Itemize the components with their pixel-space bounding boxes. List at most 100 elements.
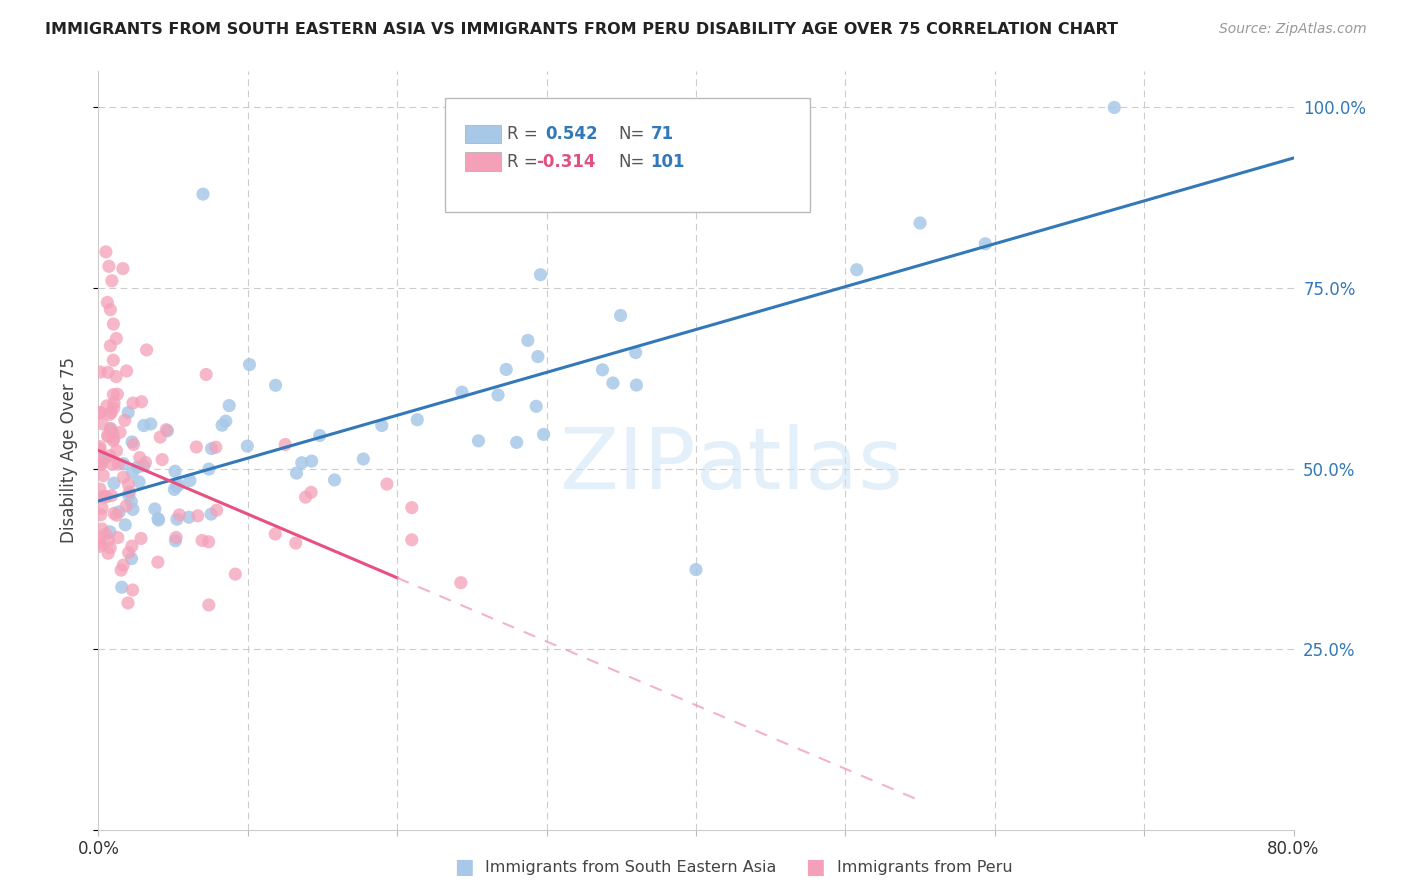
Point: [91, 501, 114, 516]
Point: [100, 405, 122, 419]
Point: [211, 418, 233, 433]
Point: [205, 503, 228, 517]
Point: [486, 388, 509, 402]
Point: [191, 187, 214, 202]
Point: [186, 440, 208, 454]
Point: [89, 440, 111, 454]
Point: [626, 378, 648, 392]
Point: [107, 457, 129, 471]
Point: [187, 508, 209, 523]
Point: [845, 262, 868, 277]
Point: [146, 555, 169, 569]
Point: [274, 437, 297, 451]
Point: [163, 464, 186, 478]
Point: [291, 456, 314, 470]
Point: [89, 406, 111, 420]
Point: [114, 413, 136, 427]
Point: [97, 365, 120, 379]
Point: [94, 527, 117, 541]
Point: [495, 362, 517, 376]
Point: [120, 494, 142, 508]
Point: [294, 490, 316, 504]
Point: [89, 536, 111, 550]
Point: [200, 442, 222, 456]
Point: [100, 422, 122, 436]
Point: [169, 508, 191, 522]
Point: [118, 546, 141, 560]
Point: [323, 473, 346, 487]
Point: [105, 332, 128, 346]
Point: [467, 434, 489, 448]
Point: [135, 343, 157, 357]
Point: [108, 425, 131, 440]
Point: [89, 530, 111, 544]
Text: IMMIGRANTS FROM SOUTH EASTERN ASIA VS IMMIGRANTS FROM PERU DISABILITY AGE OVER 7: IMMIGRANTS FROM SOUTH EASTERN ASIA VS IM…: [45, 22, 1118, 37]
Point: [89, 482, 111, 496]
Point: [89, 442, 111, 457]
Point: [197, 534, 219, 549]
Text: R =: R =: [508, 125, 538, 144]
Point: [89, 405, 111, 419]
FancyBboxPatch shape: [465, 153, 501, 170]
Point: [94, 244, 117, 259]
Point: [105, 369, 128, 384]
Point: [96, 428, 118, 442]
Point: [179, 474, 201, 488]
Point: [236, 439, 259, 453]
Point: [112, 457, 135, 471]
Point: [91, 522, 114, 536]
Point: [96, 295, 118, 310]
Point: [527, 350, 550, 364]
Point: [94, 490, 117, 504]
Point: [108, 505, 131, 519]
Point: [103, 387, 125, 401]
Point: [401, 500, 423, 515]
Point: [284, 536, 307, 550]
Point: [100, 422, 122, 436]
Text: 71: 71: [651, 125, 673, 144]
Point: [191, 533, 214, 548]
Text: R =: R =: [508, 153, 538, 170]
Text: Source: ZipAtlas.com: Source: ZipAtlas.com: [1219, 22, 1367, 37]
Point: [143, 502, 166, 516]
Point: [450, 575, 472, 590]
Point: [98, 302, 122, 317]
Point: [624, 345, 647, 359]
Point: [105, 443, 128, 458]
Point: [121, 465, 143, 479]
Point: [299, 485, 322, 500]
Point: [98, 339, 122, 353]
Point: [238, 358, 260, 372]
Point: [91, 468, 114, 483]
Point: [264, 378, 287, 392]
Point: [103, 396, 125, 410]
Point: [371, 418, 394, 433]
Point: [195, 368, 218, 382]
Point: [198, 462, 221, 476]
Point: [90, 458, 112, 472]
Point: [97, 533, 120, 548]
Point: [90, 457, 112, 471]
Point: [197, 598, 219, 612]
Text: 101: 101: [651, 153, 685, 170]
Text: -0.314: -0.314: [536, 153, 595, 170]
Point: [132, 458, 155, 473]
Point: [91, 417, 114, 431]
Point: [90, 455, 112, 469]
Text: ■: ■: [806, 857, 825, 877]
Text: atlas: atlas: [696, 424, 904, 508]
Text: ■: ■: [454, 857, 474, 877]
Point: [101, 274, 124, 288]
Point: [529, 268, 551, 282]
Point: [91, 449, 114, 463]
Point: [105, 508, 128, 523]
Point: [177, 510, 200, 524]
Point: [93, 451, 115, 466]
Point: [165, 479, 187, 493]
Point: [285, 466, 308, 480]
Point: [146, 512, 169, 526]
Point: [103, 476, 125, 491]
Point: [117, 406, 139, 420]
Point: [148, 513, 170, 527]
Point: [110, 563, 132, 577]
